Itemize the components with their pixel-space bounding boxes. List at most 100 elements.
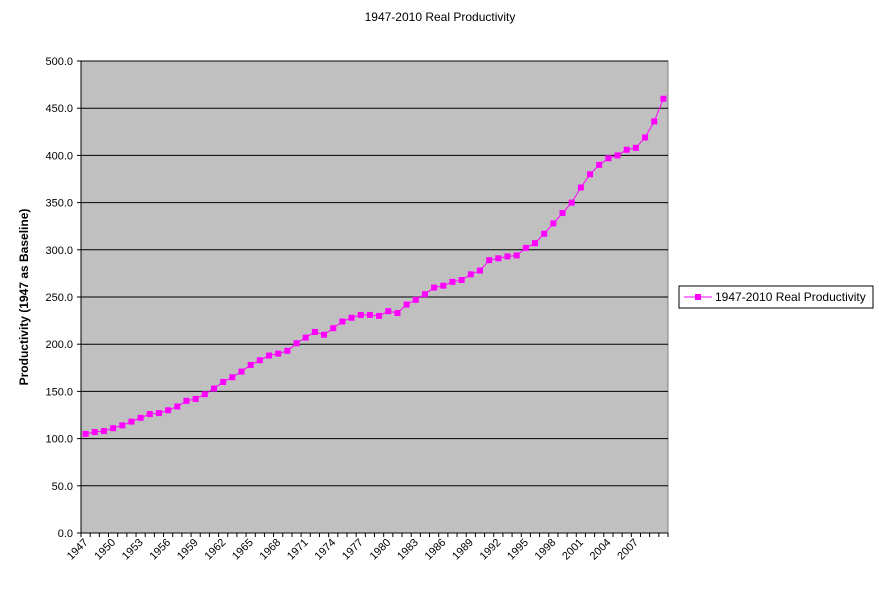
data-point [632, 144, 639, 151]
data-point [412, 296, 419, 303]
data-point [614, 152, 621, 159]
data-point [476, 267, 483, 274]
x-tick-label: 1986 [423, 537, 449, 563]
data-point [119, 422, 126, 429]
data-point [311, 328, 318, 335]
data-point [550, 220, 557, 227]
x-tick-label: 1977 [340, 537, 366, 563]
data-point [532, 240, 539, 247]
y-tick-label: 350.0 [45, 198, 73, 210]
data-point [623, 146, 630, 153]
data-point [201, 391, 208, 398]
data-point [522, 244, 529, 251]
data-point [128, 418, 135, 425]
legend: 1947-2010 Real Productivity [678, 285, 874, 309]
x-tick-label: 2001 [560, 537, 586, 563]
x-tick-label: 1989 [450, 537, 476, 563]
data-point [321, 331, 328, 338]
data-point [165, 407, 172, 414]
x-tick-label: 1959 [175, 537, 201, 563]
x-tick-label: 1956 [147, 537, 173, 563]
y-tick-label: 150.0 [45, 386, 73, 398]
data-point [403, 301, 410, 308]
x-tick-label: 1953 [120, 537, 146, 563]
x-tick-label: 1995 [505, 537, 531, 563]
data-point [486, 257, 493, 264]
data-point [431, 284, 438, 291]
data-point [651, 118, 658, 125]
data-point [596, 161, 603, 168]
x-tick-label: 1947 [65, 537, 91, 563]
x-axis-ticks: 1947 1950 1953 1956 1959 1962 1965 1968 1971 1974… [65, 533, 669, 563]
x-tick-label: 2004 [588, 537, 614, 563]
x-tick-label: 1971 [285, 537, 311, 563]
x-tick-label: 1965 [230, 537, 256, 563]
data-point [440, 282, 447, 289]
x-tick-label: 1974 [313, 537, 339, 563]
data-point [504, 253, 511, 260]
data-point [266, 352, 273, 359]
series-layer [82, 95, 667, 437]
data-point [174, 403, 181, 410]
data-point [642, 134, 649, 141]
chart-title: 1947-2010 Real Productivity [365, 10, 516, 24]
data-point [210, 385, 217, 392]
data-point [577, 184, 584, 191]
y-tick-label: 0.0 [58, 528, 73, 540]
data-point [155, 410, 162, 417]
data-point [458, 277, 465, 284]
y-tick-label: 300.0 [45, 245, 73, 257]
data-point [513, 252, 520, 259]
data-point [330, 325, 337, 332]
legend-swatch-marker [695, 294, 701, 300]
data-point [275, 350, 282, 357]
x-tick-label: 1992 [478, 537, 504, 563]
data-point [376, 312, 383, 319]
data-point [100, 428, 107, 435]
data-point [467, 271, 474, 278]
data-point [293, 340, 300, 347]
x-tick-label: 2007 [615, 537, 641, 563]
data-point [605, 155, 612, 162]
data-point [302, 334, 309, 341]
data-point [229, 374, 236, 381]
y-tick-label: 100.0 [45, 434, 73, 446]
x-tick-label: 1998 [533, 537, 559, 563]
data-point [82, 430, 89, 437]
data-point [495, 255, 502, 262]
data-point [587, 171, 594, 178]
data-point [339, 318, 346, 325]
data-point [91, 428, 98, 435]
y-tick-label: 500.0 [45, 56, 73, 68]
data-point [256, 357, 263, 364]
x-tick-label: 1980 [368, 537, 394, 563]
x-tick-label: 1983 [395, 537, 421, 563]
data-point [238, 368, 245, 375]
data-point [385, 308, 392, 315]
data-point [284, 347, 291, 354]
y-tick-label: 450.0 [45, 103, 73, 115]
x-tick-label: 1950 [92, 537, 118, 563]
y-tick-label: 400.0 [45, 150, 73, 162]
data-point [348, 314, 355, 321]
x-tick-label: 1962 [202, 537, 228, 563]
data-point [559, 209, 566, 216]
data-point [357, 311, 364, 318]
x-tick-label: 1968 [258, 537, 284, 563]
data-point [421, 291, 428, 298]
y-tick-label: 200.0 [45, 339, 73, 351]
data-point [110, 425, 117, 432]
data-point [366, 311, 373, 318]
legend-entry-label: 1947-2010 Real Productivity [715, 290, 866, 304]
data-point [541, 230, 548, 237]
data-point [247, 361, 254, 368]
data-point [183, 397, 190, 404]
data-point [449, 278, 456, 285]
data-point [146, 411, 153, 418]
y-axis-ticks: 0.0 50.0 100.0 150.0 200.0 250.0 300.0 350.0 400… [45, 56, 81, 540]
data-point [137, 414, 144, 421]
series-line [85, 98, 664, 435]
data-point [394, 310, 401, 317]
y-tick-label: 50.0 [52, 481, 73, 493]
